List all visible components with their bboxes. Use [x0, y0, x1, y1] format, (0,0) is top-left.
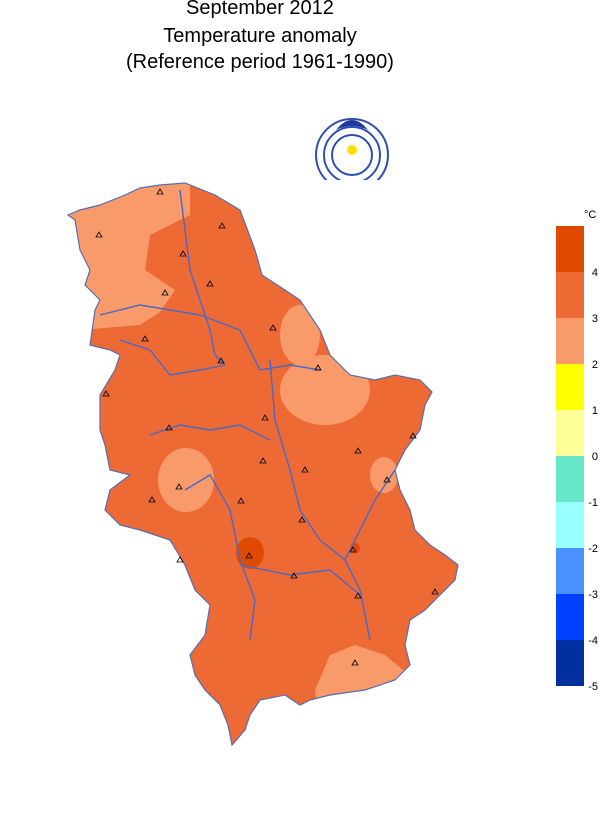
legend-unit: °C [584, 209, 596, 221]
title-line: Temperature anomaly [163, 25, 356, 47]
legend-tick-label: -4 [588, 635, 598, 647]
legend-tick-label: 4 [592, 267, 598, 279]
logo [315, 118, 389, 194]
legend-tick-label: 3 [592, 313, 598, 325]
legend-swatch [556, 502, 584, 548]
stations [95, 188, 439, 666]
legend-swatch [556, 410, 584, 456]
anomaly-map [68, 183, 458, 745]
legend-tick-label: -5 [588, 681, 598, 693]
legend-tick-label: -2 [588, 543, 598, 555]
legend-swatch [556, 594, 584, 640]
legend-swatch [556, 456, 584, 502]
title-line: September 2012 [186, 0, 334, 19]
legend-swatch [556, 640, 584, 686]
legend-tick-label: -3 [588, 589, 598, 601]
legend-tick-label: -1 [588, 497, 598, 509]
legend-swatch [556, 364, 584, 410]
legend-swatch [556, 226, 584, 272]
legend-tick-label: 1 [592, 405, 598, 417]
legend-tick-label: 0 [592, 451, 598, 463]
legend-swatch [556, 318, 584, 364]
title-line: (Reference period 1961-1990) [126, 51, 394, 73]
legend-swatch [556, 272, 584, 318]
legend-tick-label: 2 [592, 359, 598, 371]
legend-swatch [556, 548, 584, 594]
legend: °C 4 3 2 1 0 -1 -2 -3 -4 -5 [556, 209, 598, 693]
rivers [99, 189, 396, 641]
